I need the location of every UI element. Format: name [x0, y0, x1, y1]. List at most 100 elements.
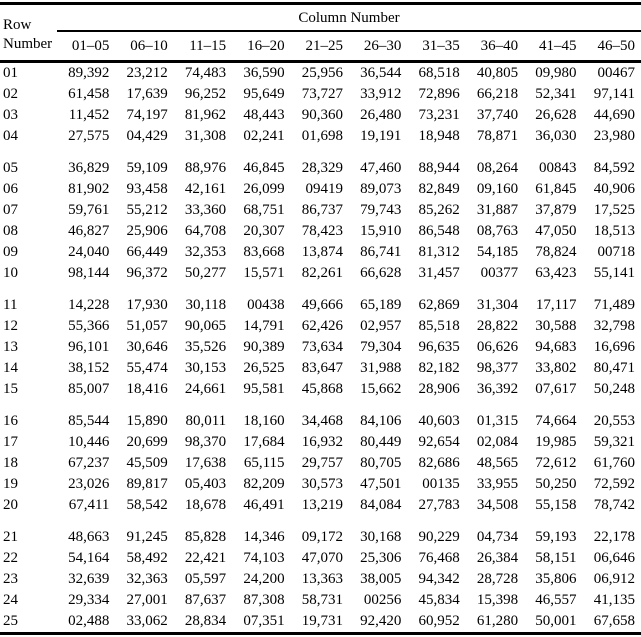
- table-cell: 26,525: [243, 360, 285, 376]
- table-row: 19 23,026 89,817 05,403 82,209 30,573 47,501 00…: [0, 474, 641, 495]
- table-cell: 28,329: [301, 160, 343, 176]
- table-cell: 95,649: [243, 86, 285, 102]
- table-cell: 73,634: [301, 339, 343, 355]
- table-cell: 47,501: [360, 476, 402, 492]
- table-cell: 18,160: [243, 413, 285, 429]
- table-cell: 66,218: [476, 86, 519, 102]
- table-cell: 49,666: [301, 297, 343, 313]
- table-cell: 22,178: [593, 529, 635, 545]
- table-cell: 04,429: [126, 128, 168, 144]
- table-cell: 24,040: [68, 244, 110, 260]
- table-cell: 82,261: [301, 265, 343, 281]
- table-cell: 74,483: [184, 65, 227, 81]
- table-cell: 73,231: [418, 107, 460, 123]
- row-id-cell: 25: [3, 613, 18, 629]
- table-cell: 42,161: [184, 181, 227, 197]
- table-row: 15 85,007 18,416 24,661 95,581 45,868 15,662 28…: [0, 379, 641, 400]
- table-cell: 46,827: [68, 223, 110, 239]
- table-cell: 76,468: [418, 550, 460, 566]
- table-cell: 46,491: [243, 497, 285, 513]
- table-cell: 92,654: [418, 434, 460, 450]
- table-cell: 88,944: [418, 160, 460, 176]
- row-id-cell: 18: [3, 455, 18, 471]
- table-cell: 62,869: [418, 297, 460, 313]
- table-cell: 47,460: [360, 160, 402, 176]
- table-cell: 00135: [422, 476, 460, 492]
- table-cell: 74,664: [535, 413, 577, 429]
- table-cell: 98,144: [68, 265, 110, 281]
- table-cell: 79,304: [360, 339, 402, 355]
- table-cell: 00438: [247, 297, 285, 313]
- table-cell: 93,458: [126, 181, 168, 197]
- table-cell: 33,360: [184, 202, 227, 218]
- table-cell: 78,423: [301, 223, 343, 239]
- table-cell: 71,489: [593, 297, 635, 313]
- row-id-cell: 07: [3, 202, 18, 218]
- table-cell: 82,849: [418, 181, 460, 197]
- table-cell: 20,307: [243, 223, 285, 239]
- table-cell: 02,241: [243, 128, 285, 144]
- table-row: 20 67,411 58,542 18,678 46,491 13,219 84,084 27…: [0, 495, 641, 516]
- table-cell: 23,026: [68, 476, 110, 492]
- row-number-header-line1: Row: [3, 17, 32, 33]
- row-number-header: Row Number: [0, 3, 57, 63]
- row-id-cell: 08: [3, 223, 18, 239]
- table-cell: 16,932: [301, 434, 343, 450]
- table-cell: 44,690: [593, 107, 635, 123]
- table-row: 11 14,228 17,930 30,118 00438 49,666 65,189 62,…: [0, 284, 641, 316]
- table-cell: 30,168: [360, 529, 402, 545]
- table-cell: 86,737: [301, 202, 343, 218]
- table-cell: 64,708: [184, 223, 227, 239]
- table-cell: 47,070: [301, 550, 343, 566]
- table-cell: 72,612: [535, 455, 577, 471]
- table-cell: 33,955: [476, 476, 519, 492]
- table-cell: 09,172: [301, 529, 343, 545]
- table-cell: 50,001: [535, 613, 577, 629]
- table-cell: 01,315: [476, 413, 519, 429]
- table-cell: 82,209: [243, 476, 285, 492]
- table-cell: 40,906: [593, 181, 635, 197]
- table-cell: 29,334: [68, 592, 110, 608]
- table-cell: 38,005: [360, 571, 402, 587]
- table-cell: 09419: [305, 181, 343, 197]
- table-cell: 80,449: [360, 434, 402, 450]
- column-group-row: Row Number Column Number: [0, 3, 641, 63]
- column-header-4: 16–20: [232, 31, 291, 63]
- table-cell: 66,449: [126, 244, 168, 260]
- table-cell: 25,306: [360, 550, 402, 566]
- table-cell: 61,280: [476, 613, 519, 629]
- column-header-2: 06–10: [115, 31, 174, 63]
- table-row: 17 10,446 20,699 98,370 17,684 16,932 80,449 92…: [0, 432, 641, 453]
- table-cell: 32,798: [593, 318, 635, 334]
- table-cell: 78,742: [593, 497, 635, 513]
- table-cell: 84,084: [360, 497, 402, 513]
- table-cell: 00377: [480, 265, 519, 281]
- table-cell: 18,513: [593, 223, 635, 239]
- table-cell: 02,957: [360, 318, 402, 334]
- table-row: 09 24,040 66,449 32,353 83,668 13,874 86,741 81…: [0, 242, 641, 263]
- table-cell: 33,912: [360, 86, 402, 102]
- table-cell: 17,930: [126, 297, 168, 313]
- table-cell: 97,141: [593, 86, 635, 102]
- table-cell: 46,557: [535, 592, 577, 608]
- row-id-cell: 12: [3, 318, 18, 334]
- table-cell: 09,980: [535, 65, 577, 81]
- row-id-cell: 23: [3, 571, 18, 587]
- table-cell: 04,734: [476, 529, 519, 545]
- column-header-7: 31–35: [407, 31, 466, 63]
- row-id-cell: 10: [3, 265, 18, 281]
- table-cell: 55,158: [535, 497, 577, 513]
- table-cell: 96,372: [126, 265, 168, 281]
- table-cell: 60,952: [418, 613, 460, 629]
- table-cell: 54,164: [68, 550, 110, 566]
- table-cell: 46,845: [243, 160, 285, 176]
- row-id-cell: 11: [3, 297, 18, 313]
- table-row: 05 36,829 59,109 88,976 46,845 28,329 47,460 88…: [0, 147, 641, 179]
- table-cell: 50,248: [593, 381, 635, 397]
- table-cell: 81,902: [68, 181, 110, 197]
- table-cell: 17,117: [535, 297, 577, 313]
- table-cell: 48,565: [476, 455, 519, 471]
- table-cell: 00843: [539, 160, 577, 176]
- table-cell: 96,635: [418, 339, 460, 355]
